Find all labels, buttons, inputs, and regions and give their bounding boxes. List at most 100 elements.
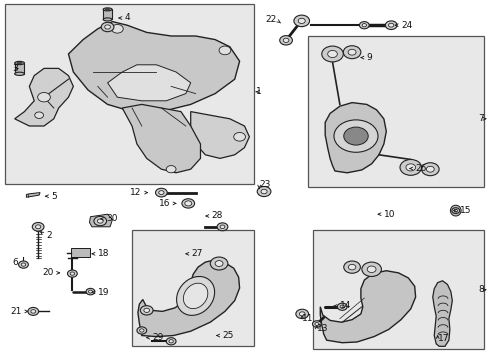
Text: 19: 19 — [98, 288, 109, 297]
Circle shape — [366, 266, 375, 273]
Text: 21: 21 — [11, 307, 22, 316]
Circle shape — [140, 329, 143, 332]
Circle shape — [359, 22, 368, 29]
Ellipse shape — [17, 62, 22, 64]
Circle shape — [333, 120, 377, 152]
Polygon shape — [107, 65, 190, 101]
Circle shape — [261, 189, 266, 194]
Ellipse shape — [183, 283, 207, 309]
Text: 23: 23 — [259, 180, 270, 189]
Circle shape — [279, 36, 292, 45]
Polygon shape — [190, 112, 249, 158]
Text: 22: 22 — [264, 15, 276, 24]
Circle shape — [210, 257, 227, 270]
Circle shape — [215, 261, 223, 266]
Text: 13: 13 — [316, 324, 328, 333]
Circle shape — [19, 261, 28, 268]
Text: 11: 11 — [302, 314, 313, 323]
Polygon shape — [68, 22, 239, 112]
Circle shape — [361, 262, 381, 276]
Text: 2: 2 — [46, 231, 52, 240]
Bar — [132, 230, 254, 346]
Text: 5: 5 — [51, 192, 57, 201]
Bar — [15, 63, 24, 74]
Circle shape — [321, 46, 343, 62]
Circle shape — [182, 199, 194, 208]
Circle shape — [399, 159, 421, 175]
Bar — [5, 4, 254, 184]
Text: 25: 25 — [222, 331, 233, 340]
Circle shape — [88, 290, 92, 293]
Text: 27: 27 — [191, 249, 203, 258]
Circle shape — [67, 270, 77, 277]
Circle shape — [343, 127, 367, 145]
Text: 20: 20 — [42, 269, 54, 277]
Circle shape — [421, 163, 438, 176]
Text: 6: 6 — [12, 258, 18, 267]
Polygon shape — [320, 271, 415, 343]
Circle shape — [298, 18, 305, 23]
Text: 15: 15 — [459, 206, 470, 215]
Circle shape — [97, 219, 103, 223]
Text: 17: 17 — [437, 334, 448, 343]
Text: 18: 18 — [98, 249, 109, 258]
Circle shape — [426, 166, 433, 172]
Polygon shape — [138, 260, 239, 337]
Circle shape — [219, 46, 230, 55]
Circle shape — [343, 261, 360, 273]
Text: 4: 4 — [124, 13, 130, 22]
Polygon shape — [89, 214, 112, 227]
Circle shape — [314, 323, 318, 325]
Polygon shape — [325, 103, 386, 173]
Text: 10: 10 — [383, 210, 395, 219]
Ellipse shape — [176, 276, 214, 315]
Text: 30: 30 — [106, 214, 118, 223]
Circle shape — [166, 338, 176, 345]
Circle shape — [347, 264, 355, 270]
Circle shape — [385, 21, 396, 30]
Circle shape — [312, 321, 321, 327]
Circle shape — [155, 188, 167, 197]
Circle shape — [137, 327, 146, 334]
Circle shape — [32, 222, 44, 231]
Text: 29: 29 — [152, 333, 163, 342]
Text: 14: 14 — [339, 302, 350, 310]
Circle shape — [257, 186, 270, 197]
Circle shape — [36, 225, 41, 229]
Circle shape — [361, 23, 366, 27]
Circle shape — [143, 308, 149, 312]
Ellipse shape — [105, 9, 109, 10]
Bar — [307, 36, 483, 187]
Bar — [312, 230, 483, 349]
Circle shape — [31, 310, 36, 313]
Text: 16: 16 — [158, 199, 170, 208]
Circle shape — [94, 216, 106, 226]
Circle shape — [327, 50, 337, 58]
Circle shape — [343, 46, 360, 59]
Ellipse shape — [449, 205, 460, 216]
Text: 26: 26 — [415, 164, 426, 173]
Circle shape — [111, 24, 123, 33]
Circle shape — [184, 201, 191, 206]
Polygon shape — [26, 193, 40, 197]
Bar — [71, 248, 90, 257]
Circle shape — [35, 112, 43, 118]
Circle shape — [159, 191, 163, 194]
Text: 28: 28 — [211, 211, 223, 220]
Circle shape — [299, 312, 305, 316]
Circle shape — [38, 93, 50, 102]
Ellipse shape — [15, 61, 24, 65]
Circle shape — [337, 303, 346, 310]
Text: 24: 24 — [400, 21, 411, 30]
Text: 12: 12 — [130, 188, 142, 197]
Polygon shape — [432, 281, 451, 346]
Circle shape — [347, 49, 355, 55]
Circle shape — [233, 132, 245, 141]
Circle shape — [283, 38, 288, 42]
Circle shape — [70, 272, 74, 275]
Circle shape — [453, 209, 457, 212]
Circle shape — [21, 263, 26, 266]
Circle shape — [166, 166, 176, 173]
Polygon shape — [15, 68, 73, 126]
Text: 3: 3 — [12, 64, 18, 73]
